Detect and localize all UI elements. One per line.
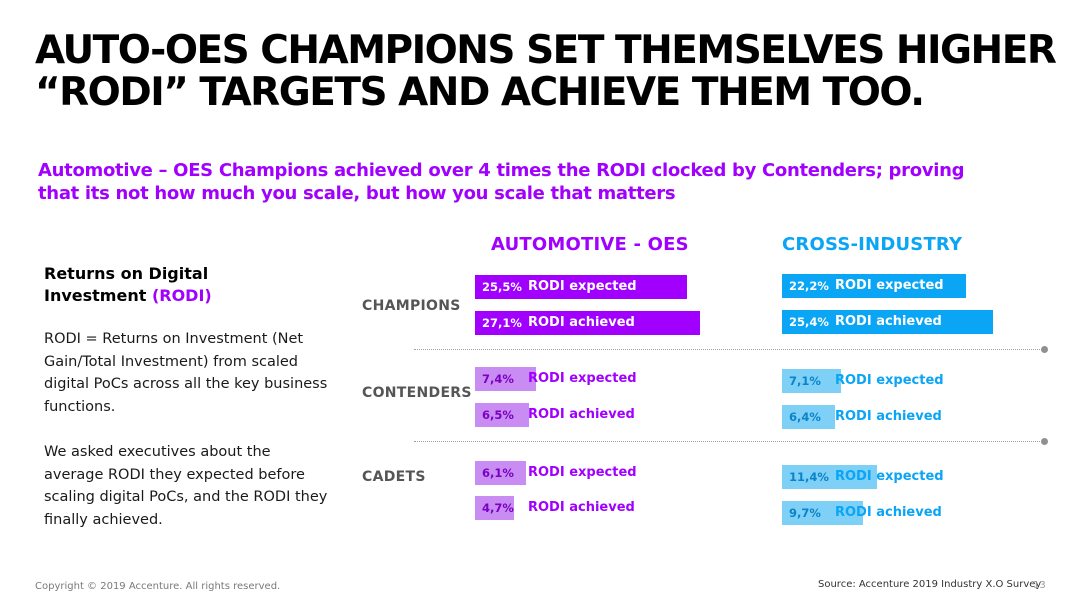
automotive-cadets-expected-value: 6,1% (482, 466, 514, 480)
automotive-champions-expected-bar (475, 275, 687, 299)
group-divider-dot-2 (1041, 438, 1048, 445)
automotive-cadets-expected-bar (475, 461, 526, 485)
subtitle-line-2: that its not how much you scale, but how… (38, 183, 676, 204)
page-number: 13 (1033, 580, 1046, 591)
cross-industry-champions-achieved-value: 25,4% (789, 315, 829, 329)
cross-industry-cadets-achieved-value: 9,7% (789, 506, 821, 520)
subtitle: Automotive – OES Champions achieved over… (38, 159, 1048, 205)
cross-industry-contenders-expected-bar (782, 369, 841, 393)
page-title-line-1: AUTO-OES CHAMPIONS SET THEMSELVES HIGHER (35, 28, 1057, 73)
automotive-cadets-achieved-label: RODI achieved (528, 500, 635, 515)
group-divider-2 (414, 441, 1040, 442)
group-divider-dot-1 (1041, 346, 1048, 353)
group-divider-1 (414, 349, 1040, 350)
automotive-champions-achieved-value: 27,1% (482, 316, 522, 330)
rodi-heading-investment: Investment (44, 286, 147, 305)
group-label-cadets: CADETS (362, 469, 426, 485)
automotive-champions-achieved-label: RODI achieved (528, 315, 635, 330)
page-title-line-2: “RODI” TARGETS AND ACHIEVE THEM TOO. (35, 70, 925, 115)
cross-industry-contenders-achieved-label: RODI achieved (835, 409, 942, 424)
rodi-heading-line-2: Investment (RODI) (44, 285, 344, 307)
group-label-champions: CHAMPIONS (362, 298, 461, 314)
automotive-cadets-achieved-bar (475, 496, 514, 520)
rodi-heading-line-1: Returns on Digital (44, 264, 209, 283)
source-text: Source: Accenture 2019 Industry X.O Surv… (818, 579, 1042, 590)
rodi-heading: Returns on Digital Investment (RODI) (44, 263, 344, 307)
automotive-contenders-achieved-bar (475, 403, 529, 427)
cross-industry-contenders-achieved-value: 6,4% (789, 410, 821, 424)
automotive-contenders-achieved-value: 6,5% (482, 408, 514, 422)
cross-industry-cadets-achieved-label: RODI achieved (835, 505, 942, 520)
automotive-contenders-achieved-label: RODI achieved (528, 407, 635, 422)
cross-industry-cadets-expected-label: RODI expected (835, 469, 944, 484)
cross-industry-contenders-expected-value: 7,1% (789, 374, 821, 388)
automotive-cadets-expected-label: RODI expected (528, 465, 637, 480)
automotive-champions-expected-label: RODI expected (528, 279, 637, 294)
automotive-contenders-expected-value: 7,4% (482, 372, 514, 386)
cross-industry-cadets-expected-bar (782, 465, 877, 489)
rodi-survey-paragraph: We asked executives about the average RO… (44, 443, 328, 528)
cross-industry-champions-expected-bar (782, 274, 967, 298)
automotive-contenders-expected-bar (475, 367, 537, 391)
cross-industry-contenders-expected-label: RODI expected (835, 373, 944, 388)
automotive-cadets-achieved-value: 4,7% (482, 501, 514, 515)
rodi-heading-accent: (RODI) (151, 286, 212, 305)
cross-industry-cadets-expected-value: 11,4% (789, 470, 829, 484)
cross-industry-champions-achieved-label: RODI achieved (835, 314, 942, 329)
cross-industry-cadets-achieved-bar (782, 501, 863, 525)
copyright-text: Copyright © 2019 Accenture. All rights r… (35, 581, 281, 592)
page-title: AUTO-OES CHAMPIONS SET THEMSELVES HIGHER… (35, 28, 1057, 115)
automotive-champions-achieved-bar (475, 311, 700, 335)
group-label-contenders: CONTENDERS (362, 385, 472, 401)
subtitle-line-1: Automotive – OES Champions achieved over… (38, 160, 965, 181)
rodi-description: RODI = Returns on Investment (Net Gain/T… (44, 328, 334, 554)
cross-industry-champions-expected-label: RODI expected (835, 278, 944, 293)
cross-industry-panel-title: CROSS-INDUSTRY (782, 234, 963, 255)
cross-industry-champions-achieved-bar (782, 310, 993, 334)
rodi-definition-paragraph: RODI = Returns on Investment (Net Gain/T… (44, 331, 328, 416)
cross-industry-champions-expected-value: 22,2% (789, 279, 829, 293)
automotive-contenders-expected-label: RODI expected (528, 371, 637, 386)
cross-industry-contenders-achieved-bar (782, 405, 836, 429)
automotive-panel-title: AUTOMOTIVE - OES (491, 234, 689, 255)
automotive-champions-expected-value: 25,5% (482, 280, 522, 294)
